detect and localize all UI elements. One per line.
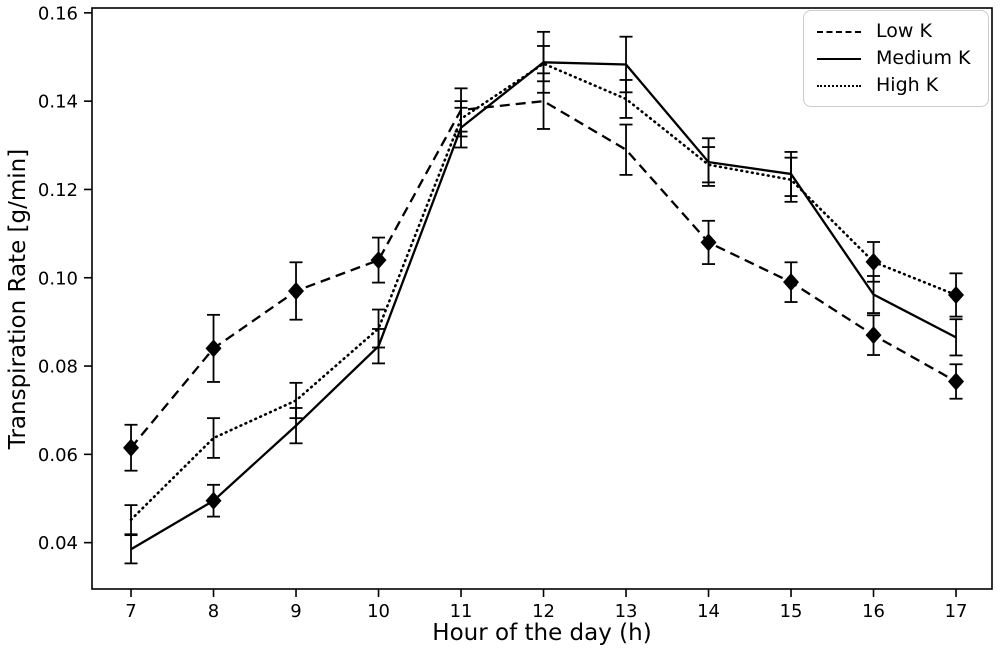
series-line-low-k (130, 99, 957, 449)
dotted-line-sample (817, 84, 861, 87)
legend-item-high-k: High K (817, 76, 975, 95)
x-tick-label: 13 (615, 601, 638, 622)
legend-label: Medium K (876, 47, 971, 69)
y-tick-label: 0.14 (38, 92, 78, 113)
x-tick-label: 7 (125, 601, 136, 622)
marker-diamond-low-k (948, 372, 965, 391)
x-tick-label: 8 (208, 601, 219, 622)
marker-diamond-low-k (783, 273, 800, 292)
y-tick-label: 0.08 (38, 357, 78, 378)
marker-diamond-high-k (865, 252, 882, 271)
y-tick-label: 0.16 (38, 3, 78, 24)
marker-diamond-high-k (948, 285, 965, 304)
x-tick-label: 15 (780, 601, 803, 622)
legend-item-medium-k: Medium K (817, 49, 975, 68)
marker-diamond-low-k (700, 233, 717, 252)
y-tick-label: 0.06 (38, 445, 78, 466)
legend-label: Low K (876, 20, 932, 42)
y-tick-label: 0.12 (38, 180, 78, 201)
x-tick-label: 12 (532, 601, 555, 622)
marker-diamond-low-k (123, 438, 140, 457)
marker-diamond-low-k (288, 281, 305, 300)
solid-line-sample (817, 57, 861, 60)
marker-diamond-low-k (370, 251, 387, 270)
marker-diamond-low-k (865, 326, 882, 345)
x-tick-label: 14 (697, 601, 720, 622)
plot-frame (91, 7, 993, 590)
x-tick-label: 11 (450, 601, 473, 622)
marker-diamond-medium-k (205, 491, 222, 510)
x-tick-label: 10 (367, 601, 390, 622)
series-line-medium-k (130, 61, 957, 551)
x-axis-label: Hour of the day (h) (432, 620, 652, 646)
legend: Low K Medium K High K (803, 10, 989, 107)
marker-diamond-low-k (205, 339, 222, 358)
y-tick-label: 0.04 (38, 533, 78, 554)
x-tick-label: 17 (945, 601, 968, 622)
y-tick-label: 0.10 (38, 268, 78, 289)
x-tick-label: 9 (290, 601, 301, 622)
y-axis-label: Transpiration Rate [g/min] (5, 148, 31, 450)
series-line-high-k (129, 62, 958, 521)
legend-label: High K (876, 74, 939, 96)
legend-item-low-k: Low K (817, 22, 975, 41)
dashed-line-sample (817, 30, 861, 33)
x-tick-label: 16 (862, 601, 885, 622)
